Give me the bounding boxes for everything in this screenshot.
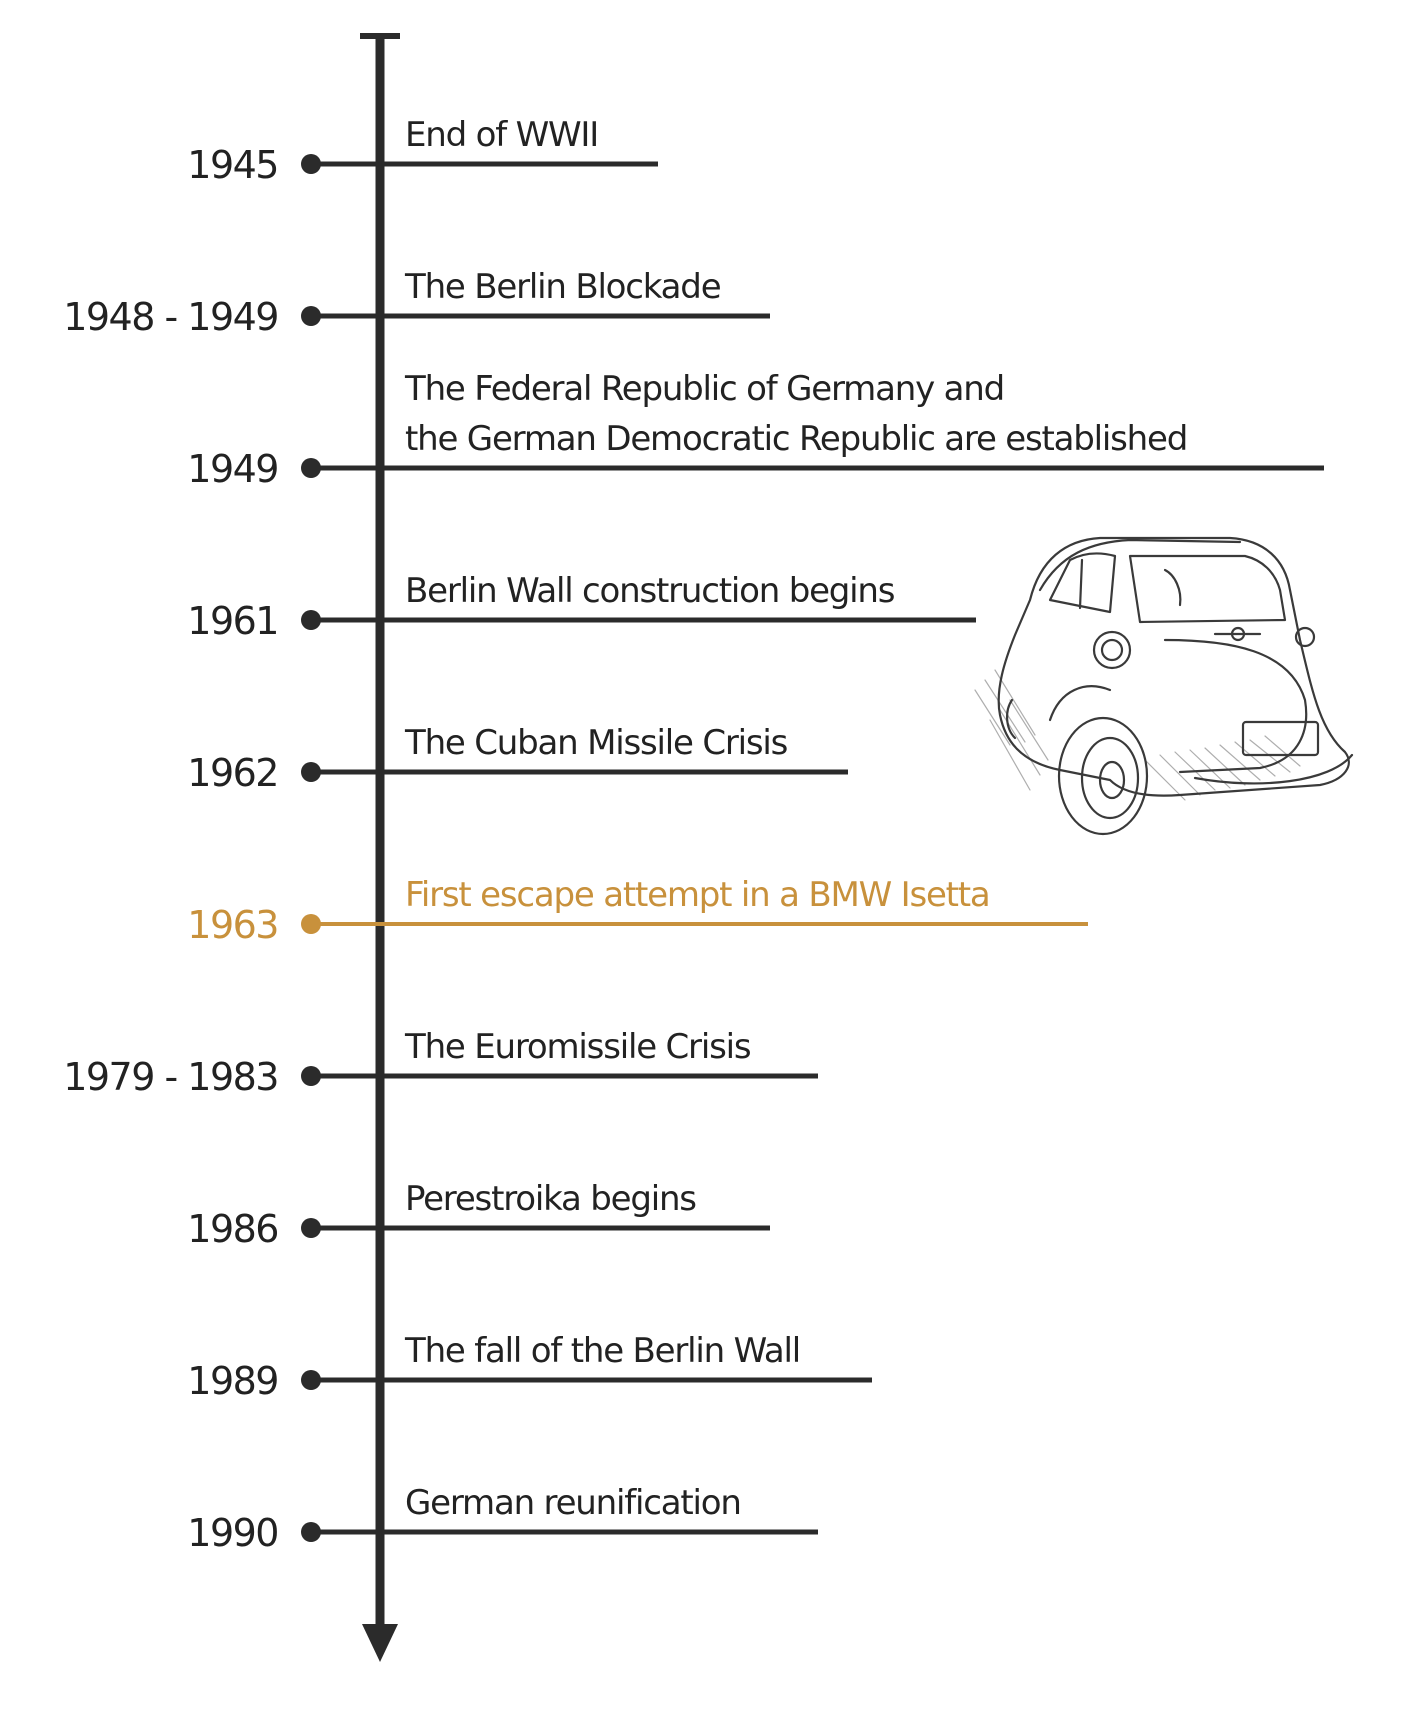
- event-dot: [301, 306, 321, 326]
- event-year: 1962: [187, 751, 278, 795]
- bmw-isetta-car-illustration: [974, 536, 1354, 836]
- timeline-event: 1979 - 1983 The Euromissile Crisis: [63, 1027, 818, 1099]
- timeline-axis: [360, 33, 400, 1662]
- event-title: the German Democratic Republic are estab…: [405, 419, 1187, 459]
- timeline-event: 1989 The fall of the Berlin Wall: [187, 1331, 872, 1403]
- event-dot: [301, 1370, 321, 1390]
- event-year: 1986: [187, 1207, 278, 1251]
- timeline-events: 1945 End of WWII 1948 - 1949 The Berlin Blo…: [63, 115, 1324, 1555]
- event-title: German reunification: [405, 1483, 741, 1523]
- event-title: First escape attempt in a BMW Isetta: [405, 875, 990, 915]
- timeline-event: 1986 Perestroika begins: [187, 1179, 770, 1251]
- event-dot: [301, 1522, 321, 1542]
- event-title: Berlin Wall construction begins: [405, 571, 895, 611]
- event-title: The Euromissile Crisis: [404, 1027, 751, 1067]
- event-year: 1990: [187, 1511, 278, 1555]
- timeline-event: 1945 End of WWII: [187, 115, 658, 187]
- event-year: 1949: [187, 447, 278, 491]
- timeline-event: 1962 The Cuban Missile Crisis: [187, 723, 848, 795]
- event-dot: [301, 1066, 321, 1086]
- event-year: 1961: [187, 599, 278, 643]
- timeline-event: 1949 The Federal Republic of Germany and t…: [187, 369, 1324, 491]
- axis-arrow-head: [362, 1624, 398, 1662]
- event-dot: [301, 1218, 321, 1238]
- event-year: 1989: [187, 1359, 278, 1403]
- event-year: 1945: [187, 143, 278, 187]
- event-dot: [301, 154, 321, 174]
- event-title: The Berlin Blockade: [404, 267, 721, 307]
- event-title: The Federal Republic of Germany and: [404, 369, 1004, 409]
- event-year: 1979 - 1983: [63, 1055, 278, 1099]
- timeline-event: 1990 German reunification: [187, 1483, 818, 1555]
- event-title: End of WWII: [405, 115, 598, 155]
- timeline-event: 1961 Berlin Wall construction begins: [187, 571, 976, 643]
- event-title: Perestroika begins: [405, 1179, 696, 1219]
- event-dot: [301, 458, 321, 478]
- event-title: The fall of the Berlin Wall: [404, 1331, 800, 1371]
- event-dot: [301, 914, 321, 934]
- timeline-event: 1948 - 1949 The Berlin Blockade: [63, 267, 770, 339]
- event-title: The Cuban Missile Crisis: [404, 723, 788, 763]
- event-dot: [301, 610, 321, 630]
- timeline-event: 1963 First escape attempt in a BMW Isetta: [187, 875, 1088, 947]
- event-year: 1948 - 1949: [63, 295, 278, 339]
- event-year: 1963: [187, 903, 278, 947]
- event-dot: [301, 762, 321, 782]
